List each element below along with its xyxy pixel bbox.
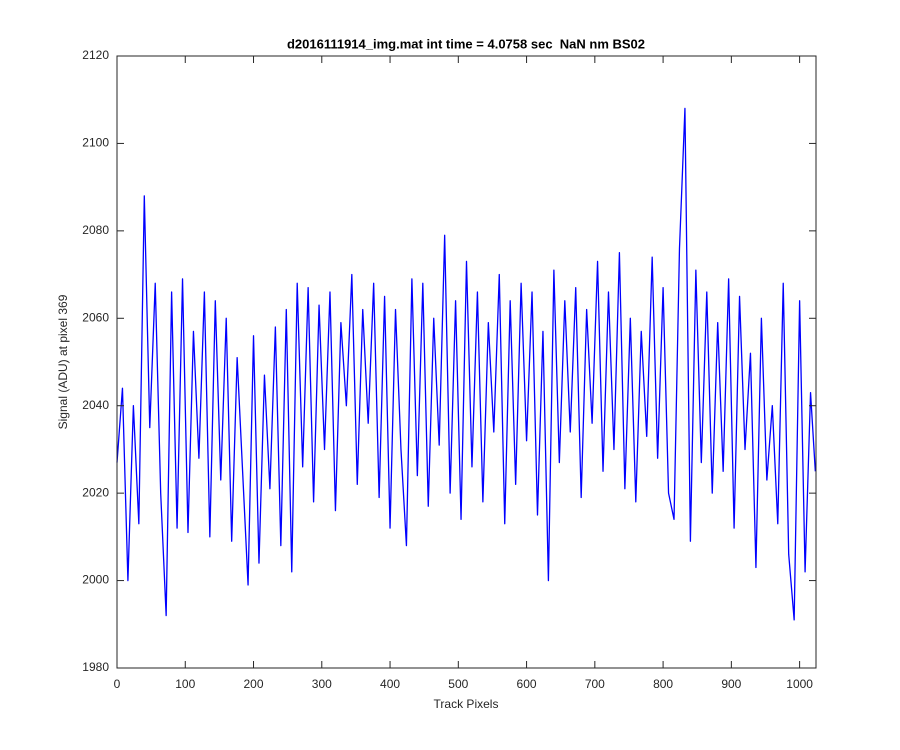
x-tick-label: 500 <box>448 677 468 691</box>
y-tick-label: 2040 <box>82 398 109 412</box>
y-tick-label: 2000 <box>82 573 109 587</box>
x-tick-label: 400 <box>380 677 400 691</box>
x-tick-label: 1000 <box>786 677 813 691</box>
x-tick-label: 200 <box>244 677 264 691</box>
y-tick-label: 1980 <box>82 660 109 674</box>
x-tick-label: 800 <box>653 677 673 691</box>
x-axis-label: Track Pixels <box>434 697 499 711</box>
x-tick-label: 100 <box>175 677 195 691</box>
y-tick-label: 2120 <box>82 48 109 62</box>
y-tick-label: 2080 <box>82 223 109 237</box>
x-tick-label: 0 <box>114 677 121 691</box>
y-tick-label: 2060 <box>82 310 109 324</box>
x-tick-label: 600 <box>517 677 537 691</box>
x-tick-label: 900 <box>721 677 741 691</box>
axes-box <box>116 55 817 669</box>
x-tick-label: 700 <box>585 677 605 691</box>
data-line <box>116 107 816 621</box>
y-axis-label: Signal (ADU) at pixel 369 <box>56 294 70 429</box>
y-tick-label: 2020 <box>82 485 109 499</box>
x-tick-label: 300 <box>312 677 332 691</box>
y-tick-label: 2100 <box>82 136 109 150</box>
chart-title: d2016111914_img.mat int time = 4.0758 se… <box>287 36 645 51</box>
